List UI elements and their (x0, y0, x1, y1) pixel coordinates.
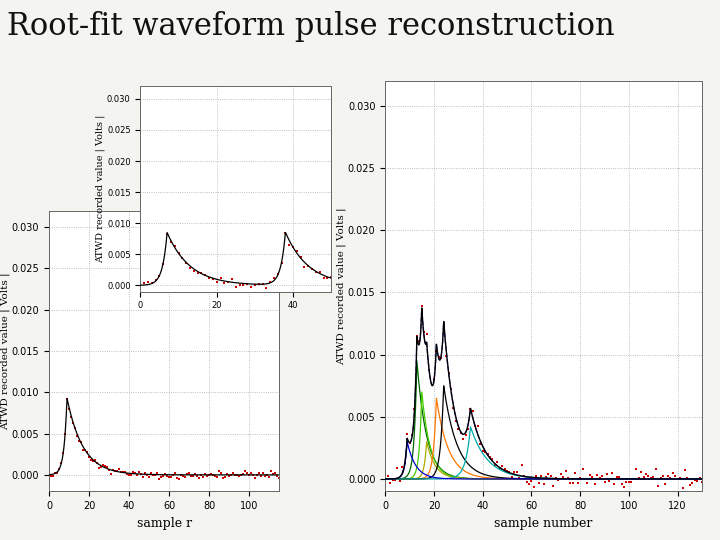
Y-axis label: ATWD recorded value | Volts |: ATWD recorded value | Volts | (1, 272, 10, 430)
Y-axis label: ATWD recorded value | Volts |: ATWD recorded value | Volts | (96, 115, 106, 263)
Y-axis label: ATWD recorded value | Volts |: ATWD recorded value | Volts | (337, 207, 346, 365)
X-axis label: sample r: sample r (137, 517, 192, 530)
X-axis label: sample number: sample number (495, 517, 593, 530)
Text: Root-fit waveform pulse reconstruction: Root-fit waveform pulse reconstruction (7, 11, 615, 42)
